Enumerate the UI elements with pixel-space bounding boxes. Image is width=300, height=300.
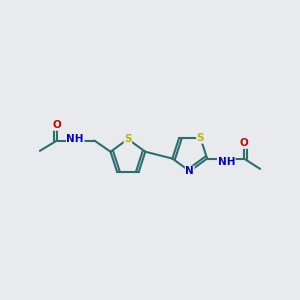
Text: S: S — [124, 134, 132, 144]
Text: N: N — [185, 166, 194, 176]
Text: NH: NH — [218, 157, 235, 166]
Text: O: O — [239, 138, 248, 148]
Text: S: S — [197, 133, 204, 143]
Text: O: O — [52, 120, 61, 130]
Text: NH: NH — [67, 134, 84, 144]
